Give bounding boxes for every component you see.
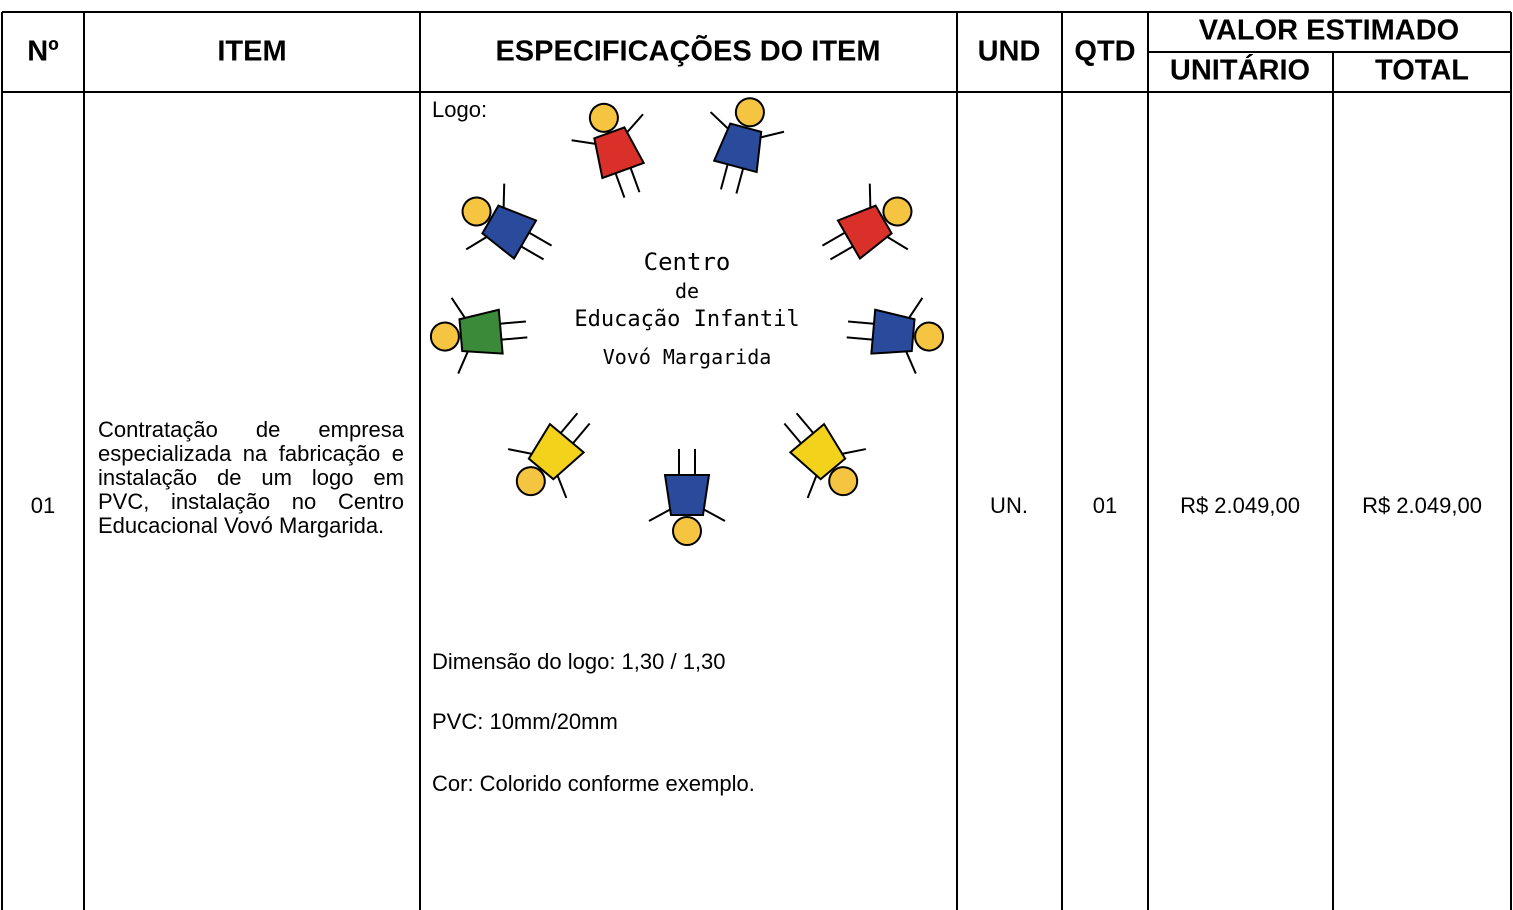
logo-figure (846, 297, 945, 374)
header-unit: UNITÁRIO (1169, 54, 1311, 87)
figure-limb (821, 231, 846, 247)
figure-head (828, 466, 859, 497)
figure-head (461, 196, 492, 227)
figure-limb (648, 508, 672, 522)
header-qtd: QTD (1074, 35, 1136, 68)
figure-head (914, 321, 945, 352)
figure-head (734, 97, 765, 128)
cell-qtd: 01 (1092, 493, 1118, 518)
figure-limb (735, 168, 745, 194)
figure-limb (465, 235, 489, 251)
figure-limb (783, 422, 802, 445)
figure-limb (528, 231, 553, 247)
figure-head (672, 516, 702, 546)
figure-head (429, 321, 460, 352)
figure-body (481, 204, 538, 261)
header-total: TOTAL (1375, 54, 1469, 87)
figure-limb (450, 297, 467, 320)
logo-text: Centro (644, 248, 731, 276)
figure-limb (868, 183, 872, 209)
figure-limb (559, 412, 579, 434)
figure-limb (501, 336, 528, 341)
logo-text: de (675, 279, 699, 303)
figure-limb (806, 474, 818, 499)
figure-limb (520, 245, 545, 261)
figure-limb (502, 183, 506, 209)
figure-head (515, 466, 546, 497)
figure-body (663, 474, 711, 516)
logo-figure (461, 183, 553, 261)
figure-head (588, 102, 619, 133)
figure-limb (614, 172, 626, 198)
logo-figure (571, 102, 646, 198)
figure-body (458, 308, 504, 355)
spec-line: Cor: Colorido conforme exemplo. (432, 771, 755, 796)
figure-limb (829, 245, 854, 261)
figure-limb (709, 111, 730, 131)
figure-limb (795, 412, 815, 434)
figure-body (593, 126, 646, 180)
logo-text: Vovó Margarida (603, 345, 772, 369)
figure-limb (507, 448, 533, 456)
figure-limb (759, 130, 785, 139)
figure-limb (904, 350, 917, 374)
figure-body (836, 204, 893, 261)
figure-limb (572, 422, 591, 445)
figure-limb (907, 297, 924, 320)
figure-body (527, 422, 586, 481)
header-item: ITEM (217, 35, 287, 68)
logo-figure (783, 412, 867, 499)
figure-head (882, 196, 913, 227)
figure-limb (719, 164, 729, 190)
logo-figure (507, 412, 591, 499)
logo: Centro de Educação Infantil Vovó Margari… (429, 97, 945, 546)
figure-limb (499, 320, 527, 325)
figure-body (788, 422, 847, 481)
figure-limb (457, 350, 470, 374)
logo-label: Logo: (432, 97, 488, 122)
header-valor: VALOR ESTIMADO (1198, 14, 1460, 47)
figure-limb (847, 320, 875, 325)
logo-figure (709, 97, 785, 194)
figure-limb (885, 235, 909, 251)
figure-limb (625, 113, 644, 134)
figure-limb (629, 167, 641, 193)
spec-line: Dimensão do logo: 1,30 / 1,30 (432, 649, 726, 674)
logo-figure (648, 449, 726, 546)
header-no: Nº (27, 35, 59, 68)
header-spec: ESPECIFICAÇÕES DO ITEM (495, 35, 881, 68)
cell-item: Contratação de empresa especializada na … (98, 417, 404, 538)
logo-figure (821, 183, 913, 261)
figure-limb (571, 139, 597, 145)
figure-limb (702, 508, 726, 522)
cell-no: 01 (30, 493, 56, 518)
figure-limb (841, 448, 867, 456)
cell-total: R$ 2.049,00 (1362, 493, 1482, 518)
figure-body (870, 308, 916, 355)
spec-line: PVC: 10mm/20mm (432, 709, 618, 734)
figure-limb (846, 336, 873, 341)
logo-figure (429, 297, 528, 374)
cell-und: UN. (990, 493, 1028, 518)
figure-body (712, 122, 763, 174)
logo-text: Educação Infantil (574, 307, 799, 332)
cell-unit: R$ 2.049,00 (1180, 493, 1300, 518)
header-und: UND (977, 35, 1041, 68)
figure-limb (556, 474, 568, 499)
